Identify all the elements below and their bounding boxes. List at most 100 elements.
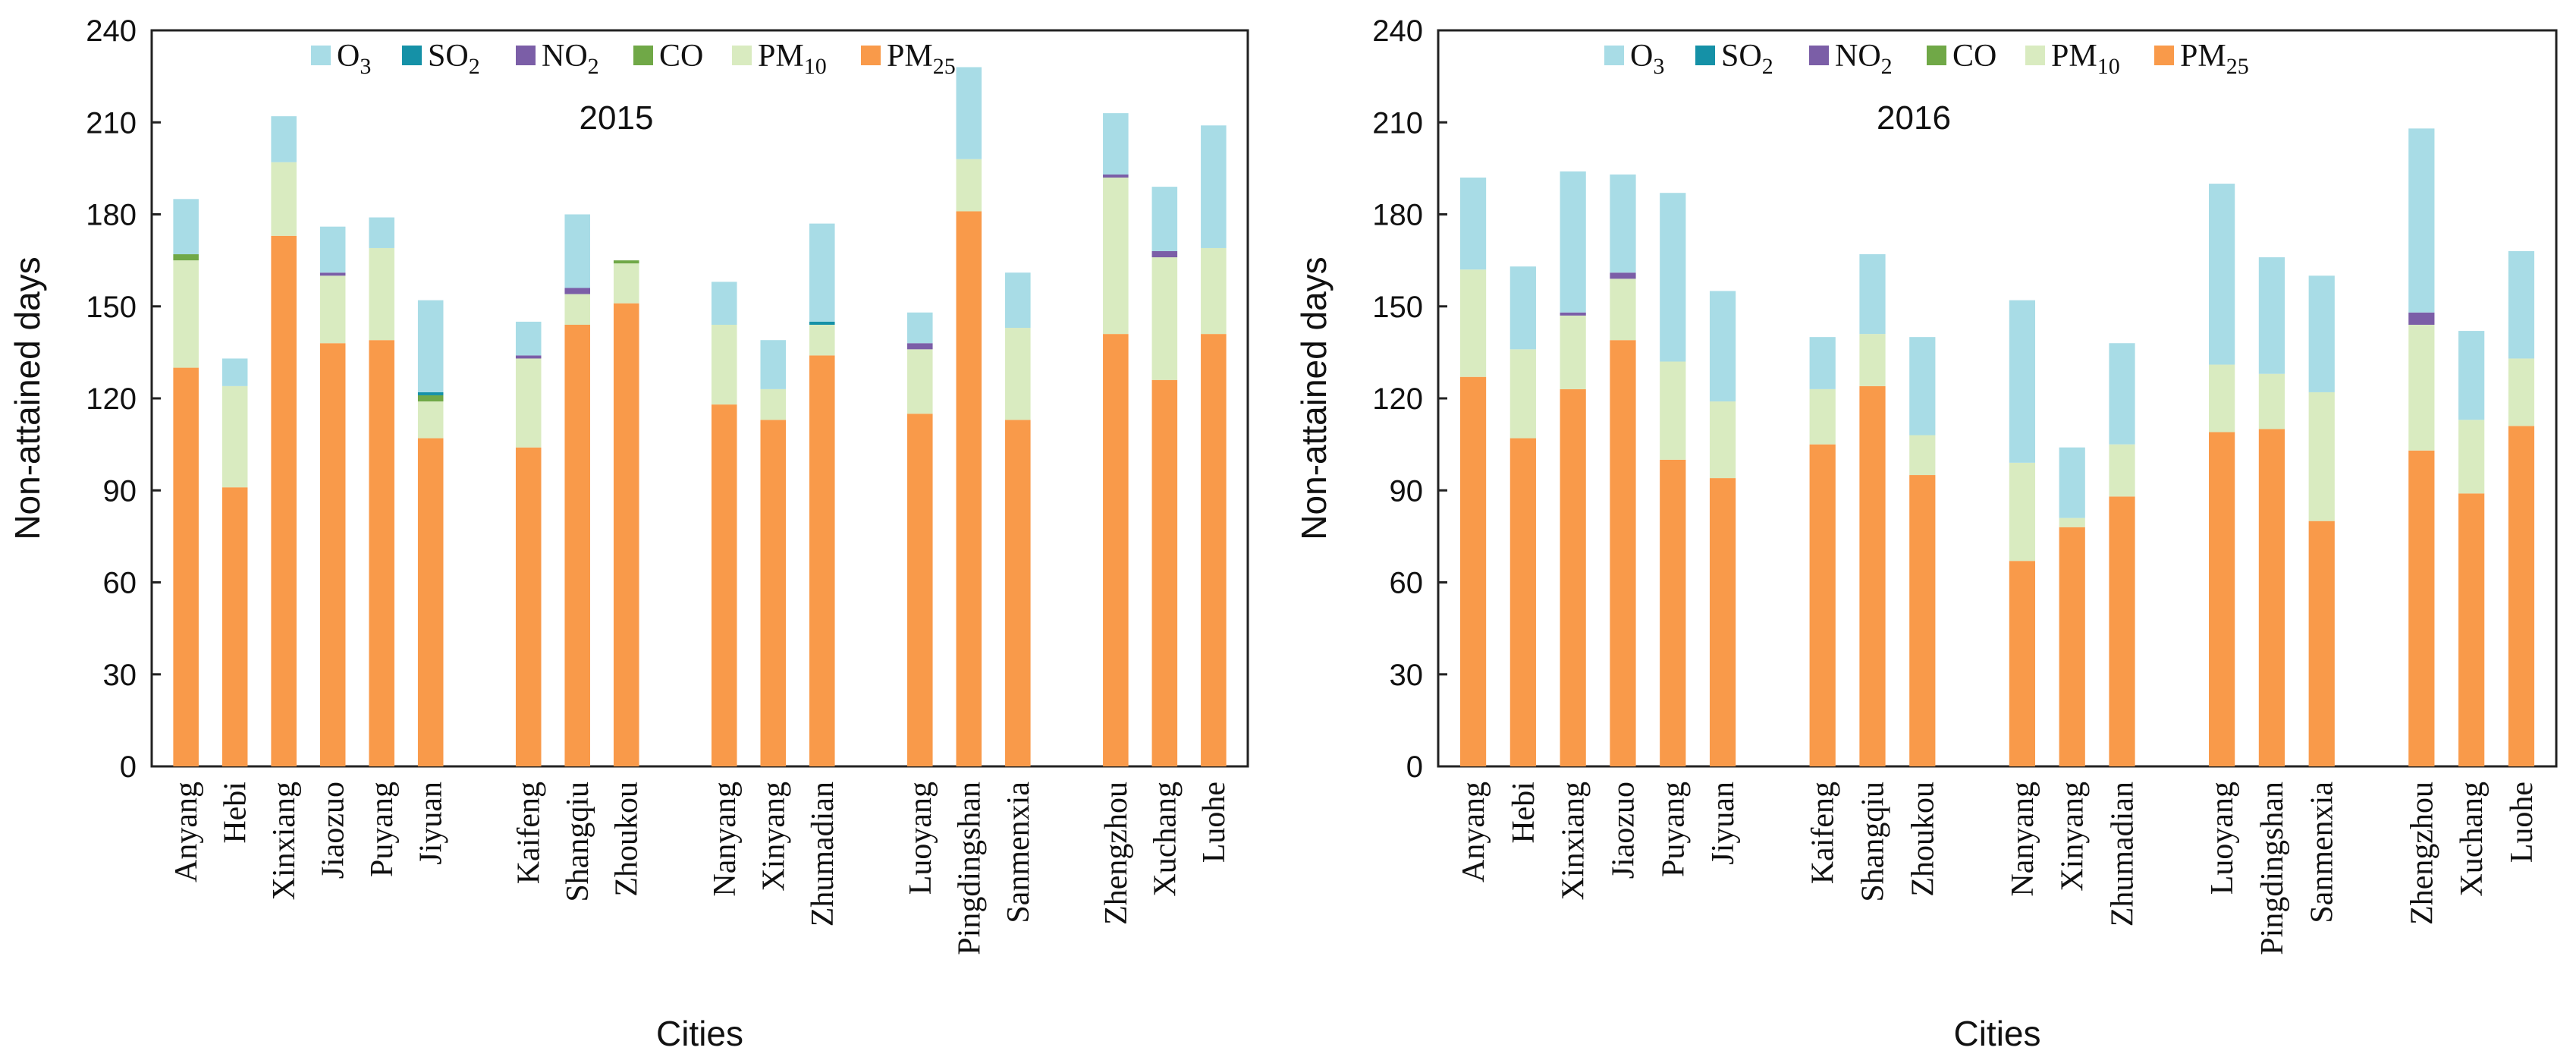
bar-pm25-hebi <box>221 487 248 766</box>
chart-title: 2015 <box>580 99 654 137</box>
bar-pm10-zhoukou <box>1909 435 1936 476</box>
bar-pm25-xuchang <box>2458 493 2485 766</box>
legend-label-sub: 2 <box>588 54 599 79</box>
bar-pm25-jiyuan <box>1709 478 1736 766</box>
legend-swatch-pm25 <box>861 46 881 65</box>
bar-pm10-xuchang <box>1151 257 1178 380</box>
legend: O3 SO2 NO2 CO PM10 PM25 <box>1604 39 2249 79</box>
legend-label-no2: NO2 <box>1835 39 1893 79</box>
y-tick-label: 150 <box>1372 291 1423 324</box>
bar-o3-sanmenxia <box>2308 275 2335 392</box>
bar-pm25-xuchang <box>1151 379 1178 766</box>
bar-o3-puyang <box>369 217 394 248</box>
bar-pm25-kaifeng <box>1809 444 1836 766</box>
bar-so2-jiyuan <box>417 392 444 395</box>
bar-pm25-zhumadian <box>2109 496 2135 766</box>
bar-pm10-zhumadian <box>2109 444 2135 497</box>
bar-pm25-zhoukou <box>613 303 639 766</box>
bar-pm10-puyang <box>369 247 394 341</box>
x-tick-label: Zhoukou <box>1905 782 1940 897</box>
legend-label-main: PM <box>758 39 804 74</box>
bar-o3-pingdingshan <box>2258 257 2285 374</box>
chart-title: 2016 <box>1877 99 1951 137</box>
x-tick-label: Puyang <box>365 782 400 877</box>
bar-pm25-nanyang <box>2009 561 2036 766</box>
bar-pm25-jiaozuo <box>1610 340 1636 766</box>
bar-co-anyang <box>173 254 199 261</box>
legend-label-so2: SO2 <box>1721 39 1773 79</box>
y-axis-title: Non-attained days <box>8 256 47 540</box>
bar-pm10-sanmenxia <box>1005 328 1031 420</box>
bar-pm25-jiaozuo <box>319 343 346 766</box>
bar-pm10-pingdingshan <box>956 159 982 212</box>
legend-label-pm10: PM10 <box>2051 39 2120 79</box>
bar-o3-puyang <box>1660 193 1686 362</box>
bar-pm10-kaifeng <box>1809 389 1836 445</box>
x-tick-label: Nanyang <box>708 782 743 897</box>
bar-o3-hebi <box>221 358 248 386</box>
bar-pm25-kaifeng <box>515 447 542 766</box>
bar-o3-shangqiu <box>1859 254 1886 335</box>
bar-o3-sanmenxia <box>1005 272 1031 329</box>
bar-pm10-jiyuan <box>1709 401 1736 479</box>
legend-label-sub: 2 <box>469 54 480 79</box>
bar-o3-jiyuan <box>417 300 444 392</box>
bar-o3-luoyang <box>2209 184 2235 365</box>
y-tick-label: 30 <box>103 659 137 692</box>
bar-pm10-jiyuan <box>417 401 444 439</box>
legend-label-main: O <box>337 39 360 74</box>
plot-frame <box>1437 29 2558 768</box>
legend-swatch-pm10 <box>2025 46 2045 65</box>
bar-pm10-hebi <box>221 385 248 488</box>
x-tick-label: Anyang <box>169 782 204 882</box>
bar-pm25-zhengzhou <box>1103 334 1129 766</box>
bar-o3-anyang <box>173 199 199 255</box>
x-tick-label: Shangqiu <box>561 782 595 902</box>
x-tick-label: Hebi <box>218 782 253 844</box>
x-tick-label: Pingdingshan <box>2255 782 2290 955</box>
x-tick-label: Jiyuan <box>414 782 449 865</box>
bar-o3-luohe <box>2508 251 2535 359</box>
legend-swatch-pm25 <box>2154 46 2174 65</box>
y-axis-title: Non-attained days <box>1294 256 1334 540</box>
y-tick-label: 90 <box>103 474 137 508</box>
bar-o3-xinyang <box>2059 447 2085 518</box>
legend-label-sub: 3 <box>1653 54 1664 79</box>
bar-o3-nanyang <box>711 282 737 325</box>
bar-pm25-jiyuan <box>417 438 444 766</box>
legend-label-no2: NO2 <box>542 39 599 79</box>
bar-o3-nanyang <box>2009 300 2036 463</box>
plot-frame <box>150 29 1249 768</box>
bar-o3-anyang <box>1459 178 1487 270</box>
bar-o3-xinxiang <box>271 116 297 162</box>
bar-pm10-xinxiang <box>1560 315 1586 389</box>
bar-pm25-puyang <box>1660 459 1686 766</box>
bar-no2-xuchang <box>1151 251 1178 258</box>
legend-swatch-so2 <box>1695 46 1715 65</box>
bar-pm25-xinyang <box>760 420 787 766</box>
bar-o3-zhengzhou <box>2408 128 2435 313</box>
bar-pm10-shangqiu <box>564 294 590 325</box>
legend-label-sub: 25 <box>2226 54 2249 79</box>
x-tick-label: Xuchang <box>2455 782 2490 897</box>
bar-pm25-anyang <box>173 367 199 766</box>
bar-pm25-pingdingshan <box>956 211 982 766</box>
legend-swatch-no2 <box>516 46 536 65</box>
x-tick-label: Nanyang <box>2006 782 2040 897</box>
y-tick-label: 210 <box>1372 106 1423 140</box>
bar-pm10-shangqiu <box>1859 334 1886 386</box>
bar-pm10-luoyang <box>2209 364 2235 433</box>
bar-o3-pingdingshan <box>956 67 982 159</box>
bar-pm10-anyang <box>173 260 199 368</box>
bar-pm25-shangqiu <box>564 325 590 766</box>
x-tick-label: Xinyang <box>756 782 791 892</box>
x-tick-label: Zhumadian <box>806 782 840 926</box>
bar-o3-zhoukou <box>1909 337 1936 436</box>
x-tick-label: Sanmenxia <box>1001 782 1036 923</box>
bar-o3-jiaozuo <box>319 226 346 273</box>
bar-o3-shangqiu <box>564 214 590 288</box>
bar-no2-zhengzhou <box>1103 174 1129 178</box>
